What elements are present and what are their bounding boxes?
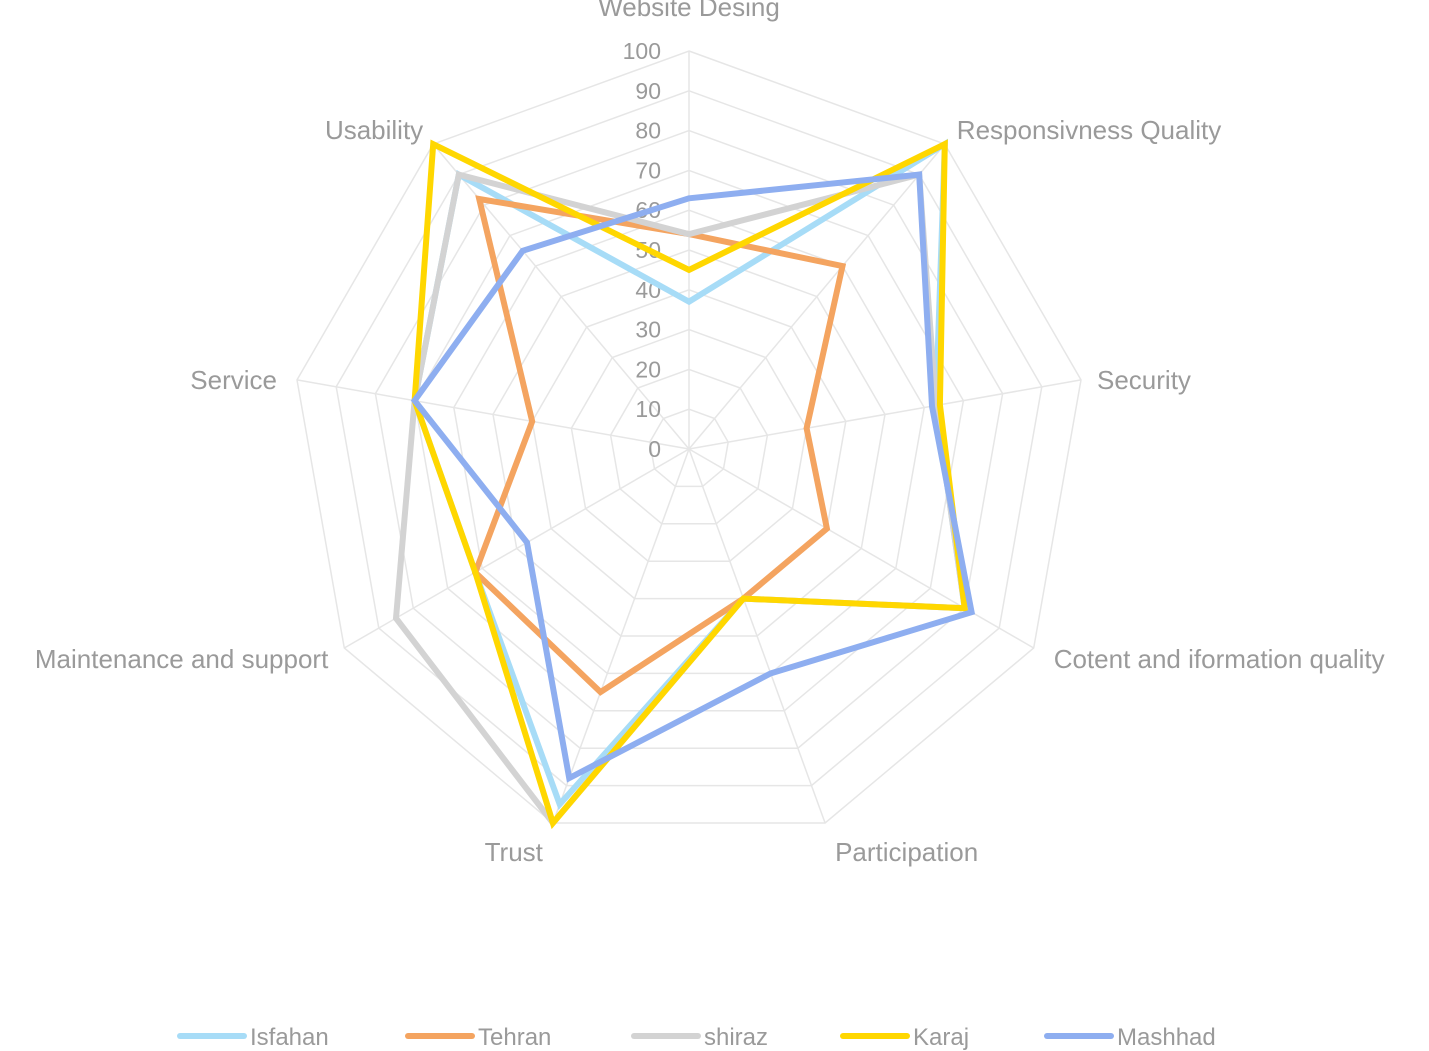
axis-label-8: Usability	[325, 115, 423, 145]
spoke-1	[688, 143, 946, 450]
series-line-shiraz	[392, 170, 969, 828]
axis-label-1: Responsivness Quality	[957, 115, 1221, 145]
tick-label-100: 100	[623, 38, 661, 64]
tick-label-0: 0	[648, 436, 661, 462]
grid-ring-30	[570, 328, 808, 562]
grid-ring-10	[649, 408, 729, 488]
series-layer	[392, 138, 976, 830]
grid-ring-70	[413, 169, 965, 712]
legend-label-isfahan: Isfahan	[250, 1024, 329, 1051]
spoke-8	[432, 143, 690, 450]
series-line-mashhad	[410, 171, 976, 783]
spoke-5	[552, 448, 690, 824]
spoke-4	[688, 448, 826, 824]
axis-label-7: Service	[190, 365, 277, 395]
spoke-3	[688, 448, 1035, 649]
axis-label-6: Maintenance and support	[35, 644, 329, 674]
tick-label-20: 20	[635, 356, 661, 382]
legend-label-mashhad: Mashhad	[1117, 1024, 1216, 1051]
grid-ring-20	[609, 368, 769, 525]
tick-label-80: 80	[635, 118, 661, 144]
axis-label-5: Trust	[485, 837, 544, 867]
tick-label-10: 10	[635, 396, 661, 422]
spoke-6	[343, 448, 690, 649]
grid-ring-90	[335, 90, 1043, 787]
spoke-7	[296, 379, 690, 450]
legend: Isfahan Tehran shiraz Karaj Mashhad	[177, 1024, 1216, 1051]
grid-ring-80	[374, 129, 1004, 749]
axis-labels: Website Desing Responsivness Quality Secur…	[35, 0, 1385, 867]
tick-label-30: 30	[635, 317, 661, 343]
spoke-2	[688, 379, 1082, 450]
grid-ring-60	[453, 209, 925, 675]
legend-label-shiraz: shiraz	[704, 1024, 768, 1051]
grid-ring-100	[296, 50, 1082, 824]
legend-label-tehran: Tehran	[478, 1024, 551, 1051]
axis-label-3: Cotent and iformation quality	[1054, 644, 1385, 674]
tick-label-90: 90	[635, 78, 661, 104]
axis-label-4: Participation	[835, 837, 978, 867]
axis-label-2: Security	[1097, 365, 1191, 395]
legend-label-karaj: Karaj	[913, 1024, 969, 1051]
axis-label-0: Website Desing	[598, 0, 780, 22]
tick-label-70: 70	[635, 157, 661, 183]
series-line-tehran	[471, 195, 847, 696]
series-line-karaj	[411, 139, 969, 830]
grid-layer	[296, 50, 1082, 824]
